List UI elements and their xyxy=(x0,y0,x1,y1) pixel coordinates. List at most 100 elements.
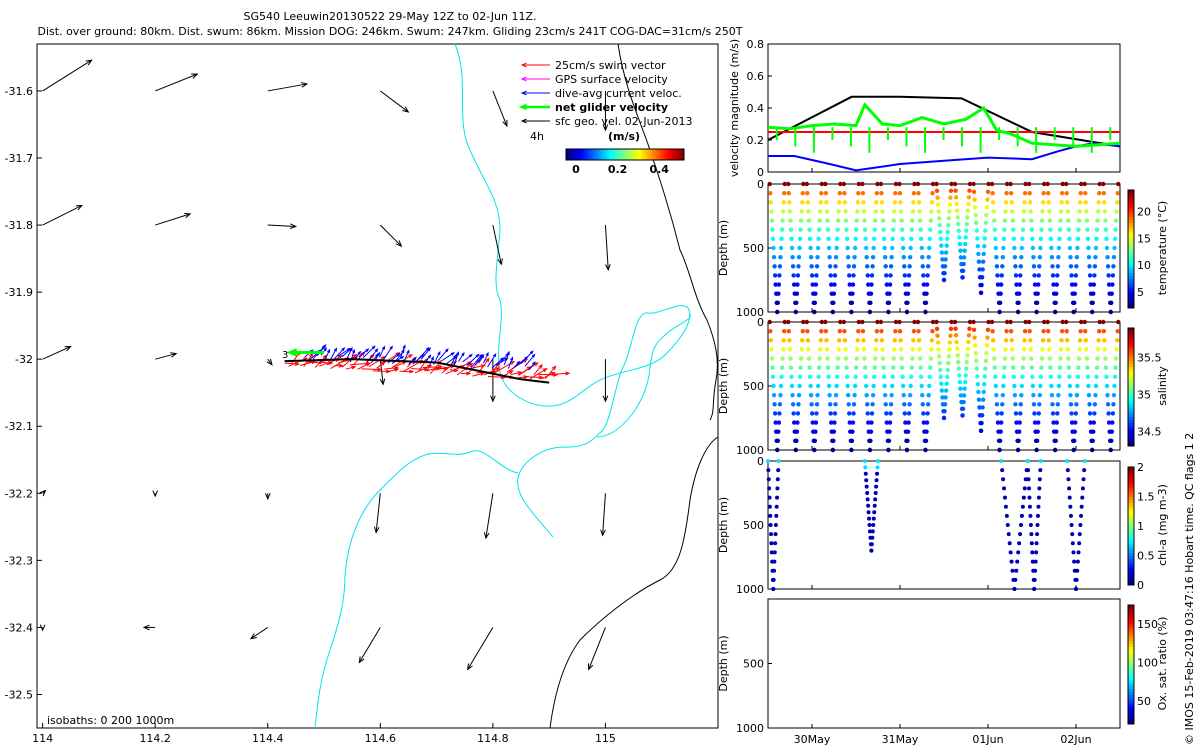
salinity-point xyxy=(1090,447,1095,453)
salinity-point xyxy=(873,347,878,352)
salinity-point xyxy=(845,383,850,389)
temperature-point xyxy=(967,181,973,187)
salinity-point xyxy=(1077,347,1082,352)
temperature-point xyxy=(909,227,914,232)
temperature-point xyxy=(1116,181,1121,187)
chlorophyll-point xyxy=(870,529,875,534)
swim-vector xyxy=(418,358,428,372)
chlorophyll-point xyxy=(1033,559,1038,564)
dac-vector xyxy=(383,346,393,360)
temp-colorbar-cell xyxy=(1128,228,1134,232)
temperature-point xyxy=(781,200,786,205)
salinity-point xyxy=(975,374,980,379)
temperature-point xyxy=(882,245,887,251)
salinity-point xyxy=(772,411,778,416)
temperature-point xyxy=(947,209,952,214)
map-y-tick-label: -32.1 xyxy=(5,420,33,433)
geo-vector-head xyxy=(264,493,271,501)
temperature-point xyxy=(816,236,821,242)
temperature-point xyxy=(946,216,952,221)
salinity-point xyxy=(813,429,818,434)
temperature-point xyxy=(860,190,866,196)
dac-vector xyxy=(416,347,430,361)
swim-vector-head xyxy=(551,365,557,371)
swim-vector xyxy=(510,371,522,375)
chlorophyll-point xyxy=(866,503,871,508)
geo-vector-head xyxy=(152,490,158,498)
salinity-point xyxy=(1073,420,1078,425)
temp-colorbar-cell xyxy=(1128,281,1134,285)
chlorophyll-point xyxy=(1002,495,1007,500)
legend-arrow-head xyxy=(520,76,527,82)
dac-vector xyxy=(333,347,345,360)
temperature-point xyxy=(770,236,776,242)
colorbar-cell xyxy=(654,149,657,160)
swim-vector xyxy=(341,354,357,368)
salinity-point xyxy=(1048,374,1054,380)
temperature-point xyxy=(862,218,867,223)
salinity-point xyxy=(993,383,999,389)
salinity-point xyxy=(1083,328,1088,334)
temperature-point xyxy=(812,300,818,306)
temperature-point xyxy=(1020,236,1025,242)
dac-vector-head xyxy=(402,344,406,349)
salinity-point xyxy=(1019,383,1025,389)
velocity-series-line xyxy=(768,142,1121,172)
geo-vector-head xyxy=(85,59,93,66)
dac-vector xyxy=(403,350,410,362)
salinity-point xyxy=(887,429,892,434)
temperature-point xyxy=(795,282,800,287)
legend-arrow-head xyxy=(520,62,527,68)
temperature-point xyxy=(780,209,786,214)
geo-vector-head xyxy=(358,656,365,664)
temperature-point xyxy=(964,221,970,227)
temperature-point xyxy=(788,227,794,232)
chlorophyll-point xyxy=(1032,577,1037,582)
chl-colorbar-cell xyxy=(1128,467,1134,471)
chlorophyll-point xyxy=(873,497,878,502)
salinity-point xyxy=(901,392,906,398)
oxy-colorbar-cell xyxy=(1128,682,1134,686)
temperature-point xyxy=(772,264,777,269)
salinity-point xyxy=(1076,356,1082,361)
salinity-point xyxy=(1073,411,1079,416)
temperature-point xyxy=(956,228,961,233)
temperature-point xyxy=(814,273,819,278)
chlorophyll-point xyxy=(865,497,870,502)
temperature-point xyxy=(1071,309,1076,315)
salinity-point xyxy=(826,374,831,380)
salinity-point xyxy=(1018,402,1023,407)
sal-colorbar-cell xyxy=(1128,369,1134,373)
temp-colorbar-cell xyxy=(1128,302,1134,306)
colorbar-cell xyxy=(579,149,583,160)
geo-vector xyxy=(492,224,502,265)
salinity-point xyxy=(798,365,803,370)
chlorophyll-point xyxy=(767,486,772,491)
temperature-point xyxy=(796,264,801,269)
geo-vector xyxy=(267,83,308,92)
temperature-point xyxy=(1013,264,1018,269)
temperature-point xyxy=(947,202,953,207)
oxy-colorbar-cell xyxy=(1128,691,1134,695)
chlorophyll-point xyxy=(775,477,780,482)
temperature-point xyxy=(772,273,778,278)
temperature-point xyxy=(850,291,855,296)
swim-vector-head xyxy=(327,360,334,365)
salinity-point xyxy=(1059,328,1065,334)
temperature-point xyxy=(1041,190,1046,196)
chlorophyll-point xyxy=(1067,495,1072,500)
temperature-point xyxy=(789,245,795,251)
temperature-point xyxy=(1110,282,1115,287)
salinity-point xyxy=(963,373,968,378)
map-y-tick-label: -32.4 xyxy=(5,621,33,634)
oxy-colorbar-cell xyxy=(1128,718,1134,722)
sal-colorbar-cell xyxy=(1128,345,1134,350)
temperature-point xyxy=(930,181,936,187)
oxy-colorbar-tick-label: 150 xyxy=(1137,618,1158,631)
oxy-colorbar-cell xyxy=(1128,661,1134,665)
geo-vector-head xyxy=(191,73,199,79)
temperature-point xyxy=(936,216,942,221)
salinity-point xyxy=(1066,356,1071,361)
dac-vector xyxy=(358,348,369,358)
colorbar-cell xyxy=(656,149,659,160)
